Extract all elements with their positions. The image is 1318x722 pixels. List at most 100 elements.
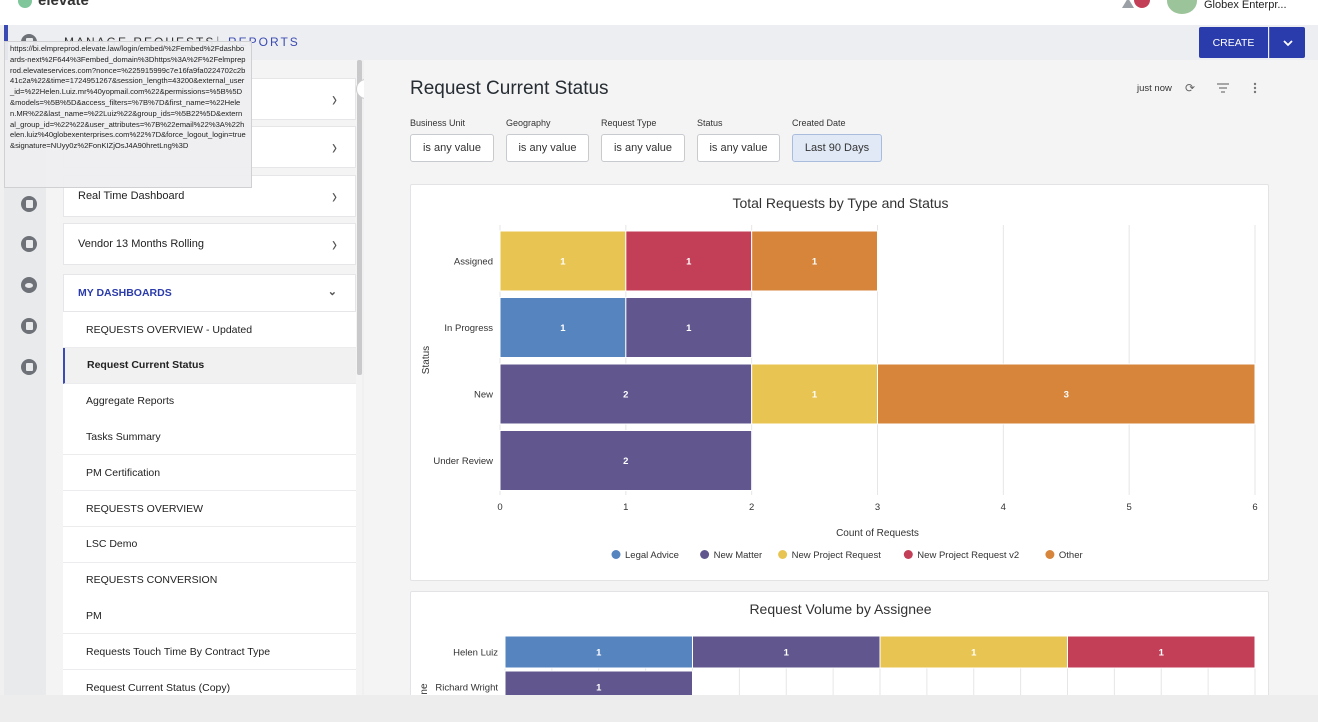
sidebar-dashboard-item[interactable]: REQUESTS CONVERSION [63, 562, 356, 599]
filter-business-unit[interactable]: is any value [410, 134, 494, 162]
category-label: Helen Luiz [453, 648, 498, 659]
bar-value-label: 1 [686, 323, 692, 334]
bar-segment [499, 363, 753, 425]
x-tick-label: 2 [749, 502, 754, 513]
chevron-down-icon: ⌄ [327, 286, 337, 298]
chart-card-volume-by-assignee: Request Volume by Assignee Helen Luiz 1 1 1 1… [410, 591, 1269, 701]
chevron-down-icon [1282, 39, 1293, 46]
x-tick-label: 3 [875, 502, 880, 513]
chevron-right-icon: › [332, 87, 337, 112]
bar-value-label: 1 [971, 648, 977, 659]
x-tick-label: 1 [623, 502, 628, 513]
legend-label: Other [1059, 550, 1083, 561]
bar-value-label: 1 [596, 683, 602, 694]
page-title: Request Current Status [410, 78, 609, 99]
chevron-right-icon: › [332, 232, 337, 257]
top-bar: elevate Globex Enterpr... [0, 0, 1318, 25]
document-icon[interactable] [21, 236, 37, 252]
avatar[interactable] [1167, 0, 1197, 14]
notification-icon[interactable] [1120, 0, 1154, 10]
my-dashboards-header[interactable]: MY DASHBOARDS ⌄ [63, 274, 356, 312]
chevron-right-icon: › [332, 135, 337, 160]
bar-value-label: 1 [784, 648, 790, 659]
eye-icon[interactable] [21, 277, 37, 293]
bar-segment [499, 430, 753, 491]
bar-value-label: 1 [596, 648, 602, 659]
bar-segment [625, 297, 753, 358]
create-button[interactable]: CREATE [1199, 27, 1268, 58]
chevron-right-icon: › [332, 184, 337, 209]
filter-geography[interactable]: is any value [506, 134, 589, 162]
filter-icon[interactable] [1216, 81, 1230, 95]
sidebar-item-vendor-13-months[interactable]: Vendor 13 Months Rolling › [63, 223, 356, 265]
category-label: Assigned [454, 257, 493, 268]
chart-requests-by-type-status: Total Requests by Type and Status 0 1 2 3 4 5 6… [421, 195, 1258, 561]
filter-label-created-date: Created Date [792, 118, 846, 128]
url-tooltip: https://bi.elmpreprod.elevate.law/login/… [4, 41, 252, 188]
bar-value-label: 3 [1064, 390, 1069, 401]
filter-label-business-unit: Business Unit [410, 118, 466, 128]
legend-label: New Project Request v2 [917, 550, 1019, 561]
report-icon[interactable] [21, 196, 37, 212]
bar-value-label: 2 [623, 456, 628, 467]
legend-label: New Project Request [792, 550, 882, 561]
logo-mark [18, 0, 32, 8]
sidebar-dashboard-item[interactable]: REQUESTS OVERVIEW - Updated [63, 312, 356, 348]
legend-label: New Matter [714, 550, 763, 561]
filter-label-status: Status [697, 118, 723, 128]
x-axis-label: Count of Requests [836, 528, 919, 539]
logo-text: elevate [38, 0, 89, 9]
category-label: Richard Wright [435, 683, 498, 694]
sidebar-dashboard-item[interactable]: Request Current Status [63, 347, 356, 384]
bar-segment [625, 230, 753, 292]
file-icon[interactable] [21, 359, 37, 375]
x-tick-label: 0 [497, 502, 502, 513]
more-options-icon[interactable] [1248, 81, 1262, 95]
sidebar-dashboard-item[interactable]: PM [63, 598, 356, 635]
refresh-icon[interactable]: ⟳ [1184, 81, 1196, 95]
filter-label-geography: Geography [506, 118, 551, 128]
updated-time: just now [1137, 83, 1172, 94]
x-tick-label: 6 [1252, 502, 1257, 513]
app-logo[interactable]: elevate [18, 0, 89, 9]
sidebar-dashboard-item[interactable]: Tasks Summary [63, 419, 356, 456]
chart-title: Total Requests by Type and Status [732, 195, 948, 211]
chart-title: Request Volume by Assignee [749, 601, 931, 617]
sidebar-item-label: Real Time Dashboard [78, 190, 185, 202]
chart-card-requests-by-type: Total Requests by Type and Status 0 1 2 3 4 5 6… [410, 184, 1269, 581]
category-label: Under Review [433, 456, 493, 467]
sidebar-dashboard-item[interactable]: Aggregate Reports [63, 383, 356, 420]
bar-segment [751, 363, 878, 425]
filter-request-type[interactable]: is any value [601, 134, 685, 162]
bar-value-label: 1 [686, 257, 692, 268]
bar-segment [499, 297, 627, 358]
legend-swatch [778, 550, 788, 559]
legend-swatch [1045, 550, 1055, 559]
sidebar-dashboard-item[interactable]: Requests Touch Time By Contract Type [63, 634, 356, 671]
y-axis-label: ne [419, 683, 430, 695]
category-label: New [474, 390, 493, 401]
bar-value-label: 2 [623, 390, 628, 401]
sidebar-scrollbar[interactable] [357, 60, 362, 375]
create-dropdown-button[interactable] [1269, 27, 1305, 58]
x-tick-label: 4 [1001, 502, 1006, 513]
legend-swatch [903, 550, 913, 559]
sidebar-dashboard-item[interactable]: PM Certification [63, 455, 356, 492]
bar-segment [877, 363, 1256, 425]
legend-swatch [700, 550, 710, 559]
clipboard-icon[interactable] [21, 318, 37, 334]
filter-status[interactable]: is any value [697, 134, 780, 162]
filter-label-request-type: Request Type [601, 118, 657, 128]
sidebar-dashboard-item[interactable]: REQUESTS OVERVIEW [63, 491, 356, 527]
bar-segment [504, 635, 693, 669]
my-dashboards-label: MY DASHBOARDS [78, 287, 172, 299]
filter-created-date[interactable]: Last 90 Days [792, 134, 882, 162]
user-name[interactable]: Globex Enterpr... [1204, 0, 1287, 11]
bar-segment [692, 635, 881, 669]
bar-value-label: 1 [812, 390, 818, 401]
bar-value-label: 1 [560, 323, 566, 334]
y-axis-label: Status [421, 346, 432, 374]
x-tick-label: 5 [1127, 502, 1132, 513]
page-bottom-strip [0, 695, 1318, 722]
sidebar-dashboard-item[interactable]: LSC Demo [63, 526, 356, 563]
